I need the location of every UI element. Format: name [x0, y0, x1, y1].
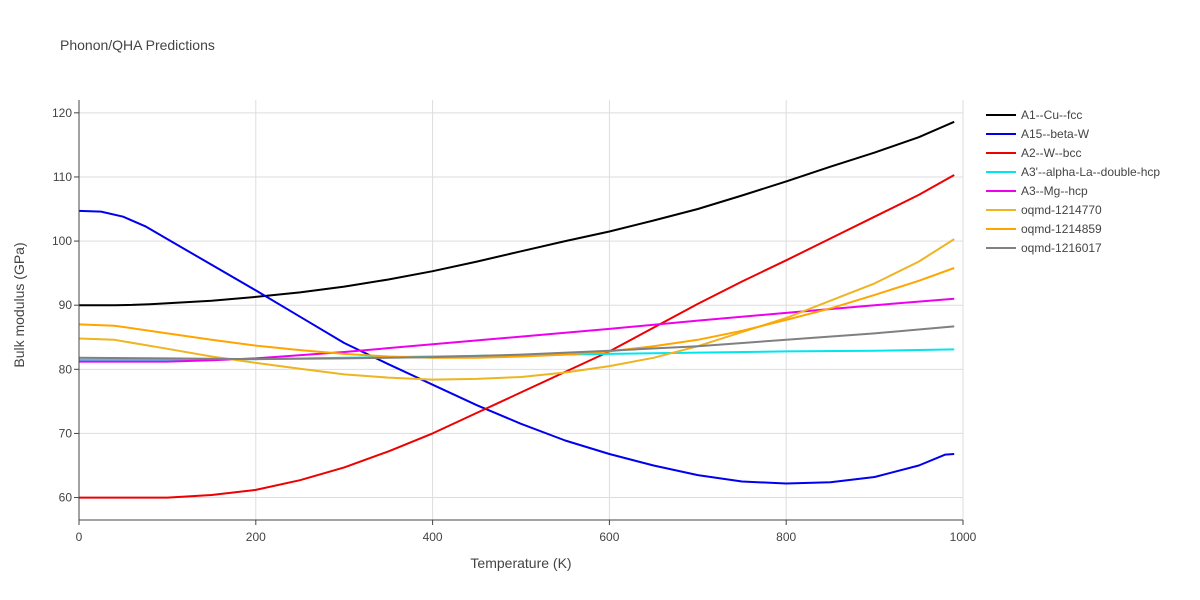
legend-label: A1--Cu--fcc: [1021, 108, 1082, 122]
x-tick-label: 600: [599, 530, 619, 544]
series-line-a1-cu-fcc: [79, 120, 955, 307]
legend-label: A3--Mg--hcp: [1021, 184, 1088, 198]
x-axis-ticks: 0 200 400 600 800 1000: [76, 520, 977, 544]
series-line-a15-beta-w: [78, 209, 955, 485]
x-axis-title: Temperature (K): [470, 555, 571, 571]
legend-item-oqmd-1214770[interactable]: oqmd-1214770: [986, 203, 1102, 217]
y-tick-label: 120: [52, 106, 72, 120]
legend-item-oqmd-1214859[interactable]: oqmd-1214859: [986, 222, 1102, 236]
y-tick-label: 90: [59, 298, 73, 312]
series-line-oqmd-1214859: [78, 267, 955, 359]
y-tick-label: 110: [53, 170, 72, 184]
x-tick-label: 400: [423, 530, 443, 544]
series-line-a2-w-bcc: [79, 174, 955, 499]
series-lines: [78, 120, 955, 499]
legend-item-a3-alpha-la-double-hcp[interactable]: A3'--alpha-La--double-hcp: [986, 165, 1160, 179]
chart-title: Phonon/QHA Predictions: [60, 37, 215, 53]
legend-label: oqmd-1216017: [1021, 241, 1102, 255]
x-tick-label: 200: [246, 530, 266, 544]
legend-item-a1-cu-fcc[interactable]: A1--Cu--fcc: [986, 108, 1082, 122]
legend-label: oqmd-1214859: [1021, 222, 1102, 236]
y-axis-title: Bulk modulus (GPa): [11, 242, 27, 367]
x-tick-label: 1000: [950, 530, 977, 544]
y-tick-label: 60: [59, 491, 73, 505]
series-line-oqmd-1216017: [78, 325, 955, 361]
legend-label: A3'--alpha-La--double-hcp: [1021, 165, 1160, 179]
legend-item-a15-beta-w[interactable]: A15--beta-W: [986, 127, 1090, 141]
legend-item-a2-w-bcc[interactable]: A2--W--bcc: [986, 146, 1081, 160]
legend-item-a3-mg-hcp[interactable]: A3--Mg--hcp: [986, 184, 1088, 198]
legend-label: A2--W--bcc: [1021, 146, 1081, 160]
legend-label: oqmd-1214770: [1021, 203, 1102, 217]
y-tick-label: 80: [59, 362, 73, 376]
x-gridlines: [255, 100, 964, 520]
series-line-a3-mg-hcp: [79, 297, 955, 363]
legend-item-oqmd-1216017[interactable]: oqmd-1216017: [986, 241, 1102, 255]
y-tick-label: 70: [59, 426, 73, 440]
x-tick-label: 800: [776, 530, 796, 544]
y-axis-ticks: 60 70 80 90 100 110 120: [52, 106, 79, 505]
legend-label: A15--beta-W: [1021, 127, 1090, 141]
y-gridlines: [79, 112, 963, 499]
y-tick-label: 100: [52, 234, 72, 248]
x-tick-label: 0: [76, 530, 83, 544]
legend: A1--Cu--fcc A15--beta-W A2--W--bcc A3'--alp…: [986, 108, 1160, 255]
